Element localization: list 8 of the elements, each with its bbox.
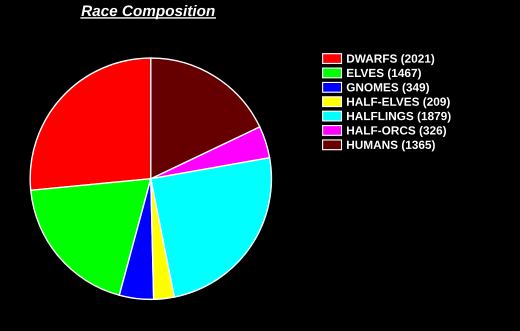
legend-label: GNOMES (349): [346, 82, 429, 94]
legend-label: HALF-ELVES (209): [347, 97, 450, 108]
legend-label: ELVES (1467): [347, 68, 421, 80]
legend-label: HUMANS (1365): [347, 140, 435, 152]
chart-title: Race Composition: [81, 4, 215, 20]
legend-label: HALF-ORCS (326): [347, 126, 446, 137]
legend-label: HALFLINGS (1879): [347, 112, 451, 123]
legend-label: DWARFS (2021): [347, 54, 434, 66]
